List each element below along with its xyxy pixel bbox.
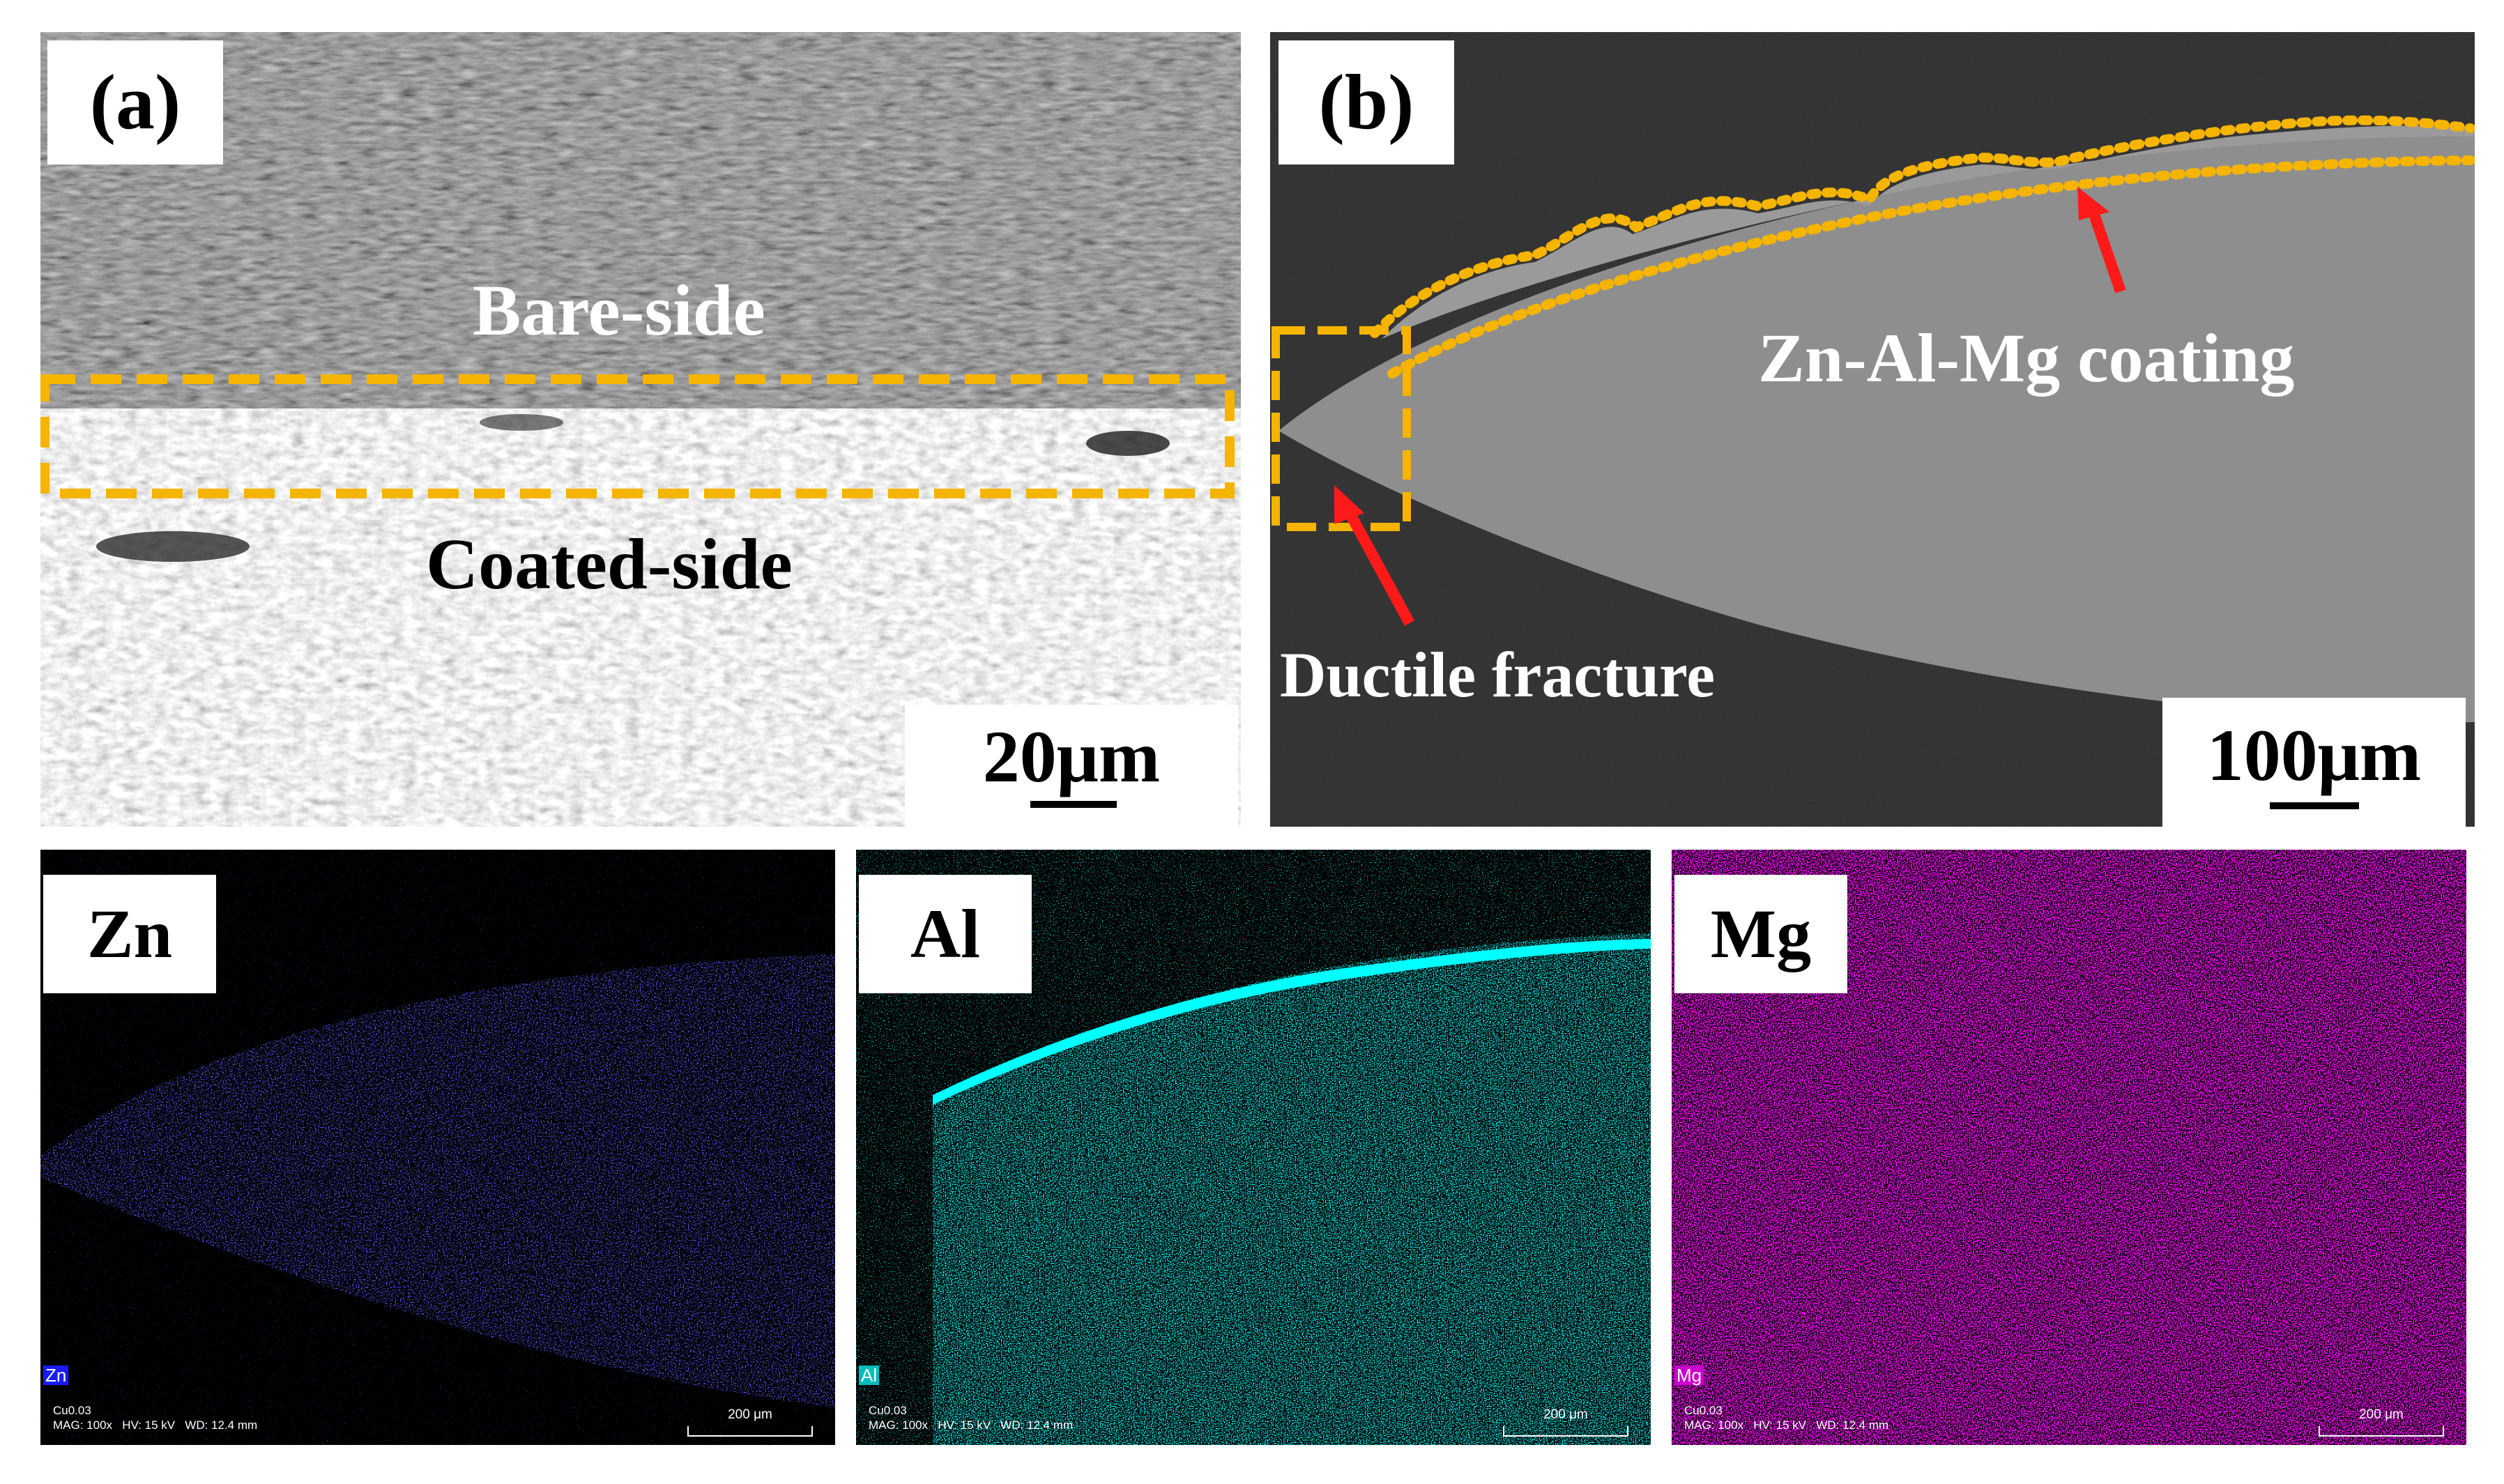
sem-cross-section-panel-b: (b) Zn-Al-Mg coating Ductile fracture 10…: [1270, 32, 2475, 827]
scale-bar-b-line: [2270, 802, 2359, 809]
eds-zn-corner-label: Zn: [43, 1366, 69, 1385]
scale-bar-b: 100μm: [2162, 698, 2466, 827]
eds-mg-tag: Mg: [1674, 875, 1847, 993]
eds-map-zn: Zn Zn Cu0.03 MAG: 100x HV: 15 kV WD: 12.…: [40, 850, 835, 1445]
scale-bar-a-label: 20μm: [982, 716, 1161, 797]
eds-mg-corner-label: Mg: [1674, 1366, 1704, 1385]
arrow-fracture: [1334, 485, 1415, 626]
coated-side-label: Coated-side: [426, 524, 793, 604]
bare-side-label: Bare-side: [473, 270, 765, 351]
scale-bar-a: 20μm: [905, 705, 1238, 827]
eds-map-al: Al Al Cu0.03 MAG: 100x HV: 15 kV WD: 12.…: [856, 850, 1651, 1445]
eds-map-mg: Mg Mg Cu0.03 MAG: 100x HV: 15 kV WD: 12.…: [1672, 850, 2466, 1445]
ductile-fracture-label: Ductile fracture: [1280, 639, 1716, 710]
scale-bar-b-label: 100μm: [2206, 714, 2422, 796]
eds-al-meta: Cu0.03 MAG: 100x HV: 15 kV WD: 12.4 mm: [869, 1404, 1074, 1432]
coating-dotted-outline-inner: [1387, 155, 2475, 378]
arrow-coating: [2077, 187, 2126, 293]
sem-fracture-panel-a: (a) Bare-side Coated-side 20μm: [40, 32, 1241, 827]
coating-region-dashed-box: [40, 374, 1235, 498]
coating-dotted-outline-outer: [1370, 115, 2475, 338]
eds-mg-scale-label: 200 μm: [2359, 1407, 2404, 1422]
fracture-tip-dashed-box: [1272, 326, 1411, 531]
fracture-surface-image: [40, 32, 1241, 827]
eds-zn-meta: Cu0.03 MAG: 100x HV: 15 kV WD: 12.4 mm: [53, 1404, 258, 1432]
eds-zn-tag: Zn: [43, 875, 216, 993]
eds-mg-meta: Cu0.03 MAG: 100x HV: 15 kV WD: 12.4 mm: [1684, 1404, 1889, 1432]
cross-section-image: [1270, 32, 2475, 827]
panel-a-tag: (a): [47, 40, 223, 165]
eds-zn-scale-label: 200 μm: [728, 1407, 772, 1422]
scale-bar-a-line: [1030, 801, 1117, 808]
zn-al-mg-coating-label: Zn-Al-Mg coating: [1758, 319, 2295, 397]
eds-al-corner-label: Al: [859, 1366, 880, 1385]
eds-al-tag: Al: [859, 875, 1032, 993]
eds-zn-scale: 200 μm: [687, 1407, 813, 1437]
panel-b-tag: (b): [1278, 40, 1454, 165]
eds-al-scale: 200 μm: [1503, 1407, 1628, 1437]
eds-mg-scale: 200 μm: [2319, 1407, 2444, 1437]
eds-al-scale-label: 200 μm: [1543, 1407, 1588, 1422]
zn-distribution-image: [40, 850, 835, 1445]
